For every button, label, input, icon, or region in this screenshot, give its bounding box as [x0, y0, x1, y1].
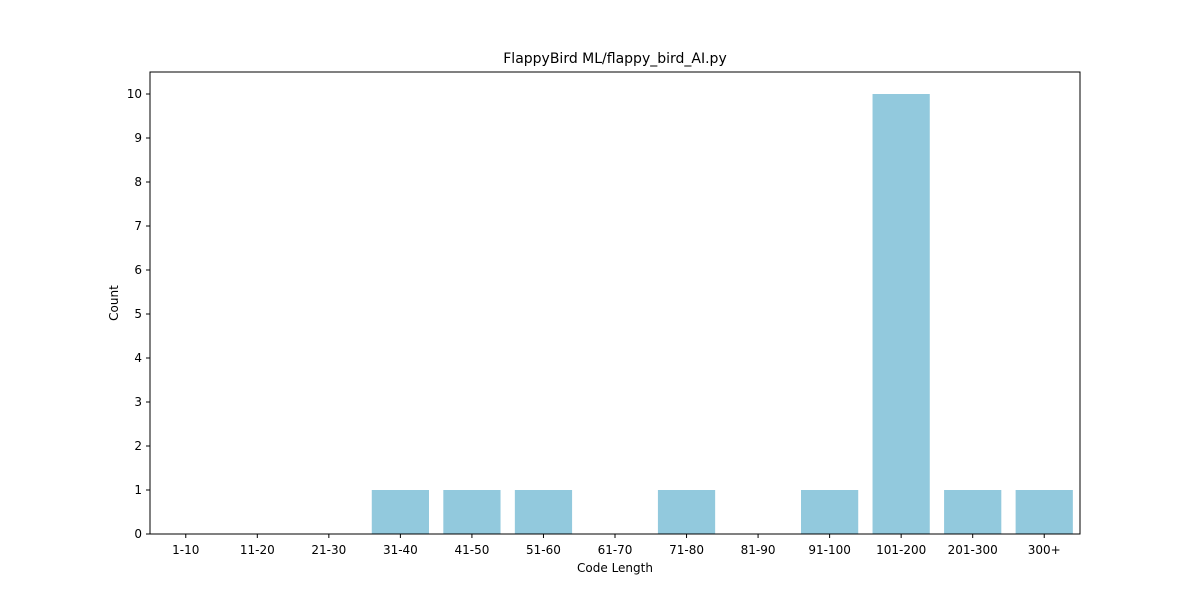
- x-tick-label: 101-200: [876, 543, 926, 557]
- bar-91-100: [801, 490, 859, 534]
- x-tick-label: 21-30: [311, 543, 346, 557]
- x-tick-label: 300+: [1028, 543, 1061, 557]
- y-tick-label: 7: [134, 219, 142, 233]
- y-tick-label: 5: [134, 307, 142, 321]
- bar-51-60: [514, 490, 573, 534]
- y-tick-label: 4: [134, 351, 142, 365]
- y-tick-label: 3: [134, 395, 142, 409]
- x-tick-label: 81-90: [741, 543, 776, 557]
- y-tick-label: 1: [134, 483, 142, 497]
- y-tick-label: 10: [127, 87, 142, 101]
- bar-41-50: [443, 490, 501, 534]
- chart-title: FlappyBird ML/flappy_bird_AI.py: [503, 51, 726, 67]
- x-tick-label: 11-20: [240, 543, 275, 557]
- bar-31-40: [371, 490, 429, 534]
- x-tick-label: 41-50: [454, 543, 489, 557]
- plot-area: 1-10 11-20 21-30 31-40 41-50 51-60 61-70 71-80 8…: [127, 87, 1073, 557]
- x-tick-label: 71-80: [669, 543, 704, 557]
- bar-71-80: [657, 490, 716, 534]
- y-tick-label: 9: [134, 131, 142, 145]
- x-tick-label: 91-100: [808, 543, 851, 557]
- x-tick-label: 61-70: [598, 543, 633, 557]
- x-tick-label: 31-40: [383, 543, 418, 557]
- x-axis-label: Code Length: [577, 561, 653, 575]
- plot-frame: [149, 71, 1081, 535]
- y-tick-label: 0: [134, 527, 142, 541]
- y-tick-label: 2: [134, 439, 142, 453]
- bar-101-200: [872, 94, 930, 534]
- bar-201-300: [944, 490, 1002, 534]
- bar-300+: [1015, 490, 1073, 534]
- x-tick-label: 1-10: [172, 543, 199, 557]
- y-axis-label: Count: [107, 285, 121, 321]
- x-tick-label: 201-300: [948, 543, 998, 557]
- x-tick-label: 51-60: [526, 543, 561, 557]
- y-tick-label: 8: [134, 175, 142, 189]
- y-tick-label: 6: [134, 263, 142, 277]
